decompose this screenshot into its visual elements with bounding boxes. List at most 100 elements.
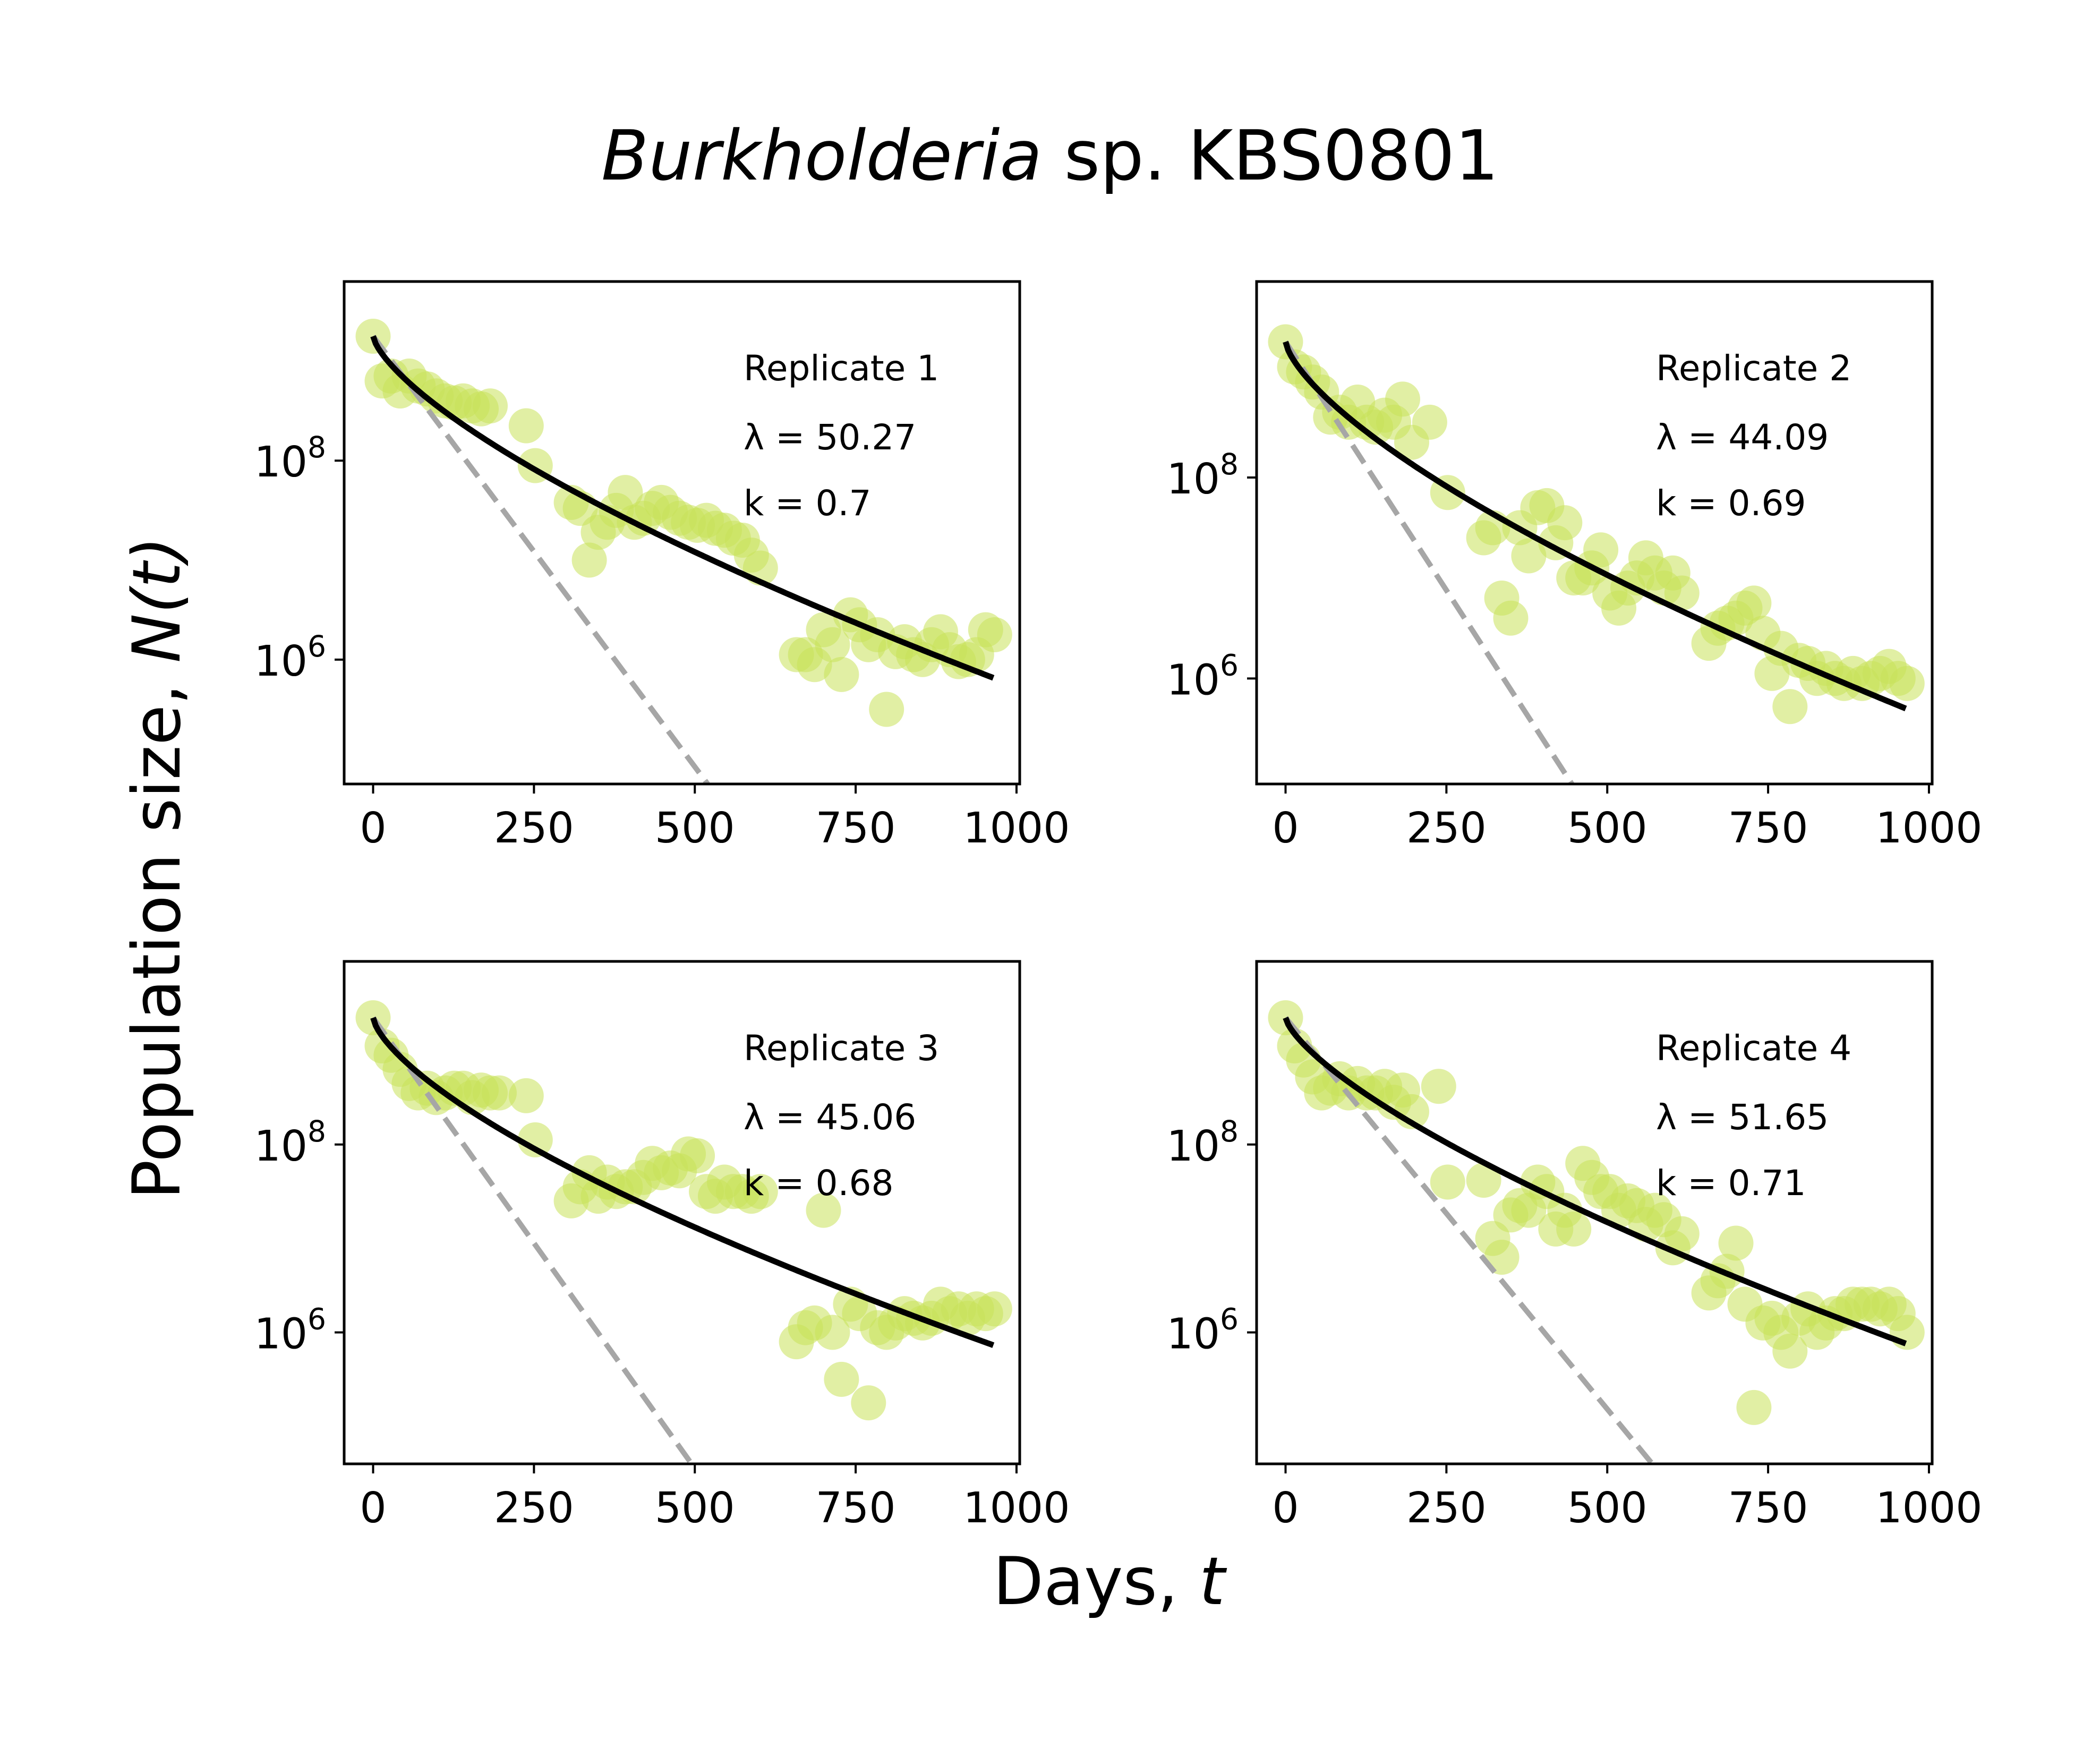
panel-2: 0 250 500 750 1000 106 108 Replicate 2 λ = 44.09… (1166, 280, 1982, 853)
x-tick-label: 250 (494, 1484, 574, 1532)
x-tick-label: 750 (1728, 804, 1808, 853)
data-point (977, 1291, 1012, 1327)
data-point (815, 627, 850, 662)
lambda-label: λ = 50.27 (744, 417, 916, 458)
y-tick-label: 106 (1166, 1302, 1239, 1358)
x-tick-label: 750 (1728, 1484, 1808, 1532)
y-axis-title-text: Population size, (119, 663, 195, 1199)
exponential-reference-line (1283, 340, 1574, 784)
x-tick-label: 0 (360, 804, 386, 853)
data-point (1736, 1390, 1772, 1425)
panel-1: 0 250 500 750 1000 106 108 Replicate 1 λ = 50.27… (254, 280, 1070, 853)
data-point (508, 408, 544, 444)
data-point (517, 1122, 553, 1157)
x-tick-label: 1000 (1875, 804, 1982, 853)
data-point (742, 1174, 778, 1209)
data-point (1421, 1069, 1456, 1104)
data-point (815, 1315, 850, 1350)
exponential-reference-line (1283, 1016, 1654, 1464)
panel-4: 0 250 500 750 1000 106 108 Replicate 4 λ = 51.65… (1166, 960, 1982, 1532)
data-point (1547, 505, 1583, 541)
data-point (824, 1361, 859, 1397)
plot-area (1268, 324, 1925, 784)
exponential-reference-line (371, 335, 710, 784)
lambda-label: λ = 51.65 (1656, 1097, 1829, 1138)
plot-area (355, 1000, 1012, 1464)
lambda-label: λ = 45.06 (744, 1097, 916, 1138)
figure-title-italic: Burkholderia (601, 115, 1042, 196)
data-point (1385, 381, 1420, 417)
x-tick-label: 0 (360, 1484, 386, 1532)
lambda-label: λ = 44.09 (1656, 417, 1829, 458)
data-point (1718, 1225, 1754, 1261)
x-tick-label: 250 (1406, 804, 1487, 853)
replicate-label: Replicate 1 (744, 348, 939, 389)
axes-frame (1255, 280, 1934, 786)
data-point (680, 1138, 715, 1173)
replicate-label: Replicate 3 (744, 1028, 939, 1069)
data-point (806, 1192, 841, 1228)
y-tick-label: 106 (254, 1302, 326, 1358)
x-tick-label: 500 (1567, 1484, 1647, 1532)
data-point (473, 388, 508, 424)
data-point (1511, 538, 1547, 574)
data-point (608, 475, 643, 510)
axes-frame (1255, 960, 1934, 1465)
y-axis-title-var: N(t) (119, 536, 195, 663)
data-point (571, 542, 607, 578)
y-tick-label: 108 (1166, 1114, 1239, 1171)
data-point (1772, 1333, 1808, 1369)
k-label: k = 0.71 (1656, 1163, 1806, 1204)
x-tick-label: 0 (1272, 804, 1299, 853)
x-tick-label: 0 (1272, 1484, 1299, 1532)
panel-3: 0 250 500 750 1000 106 108 Replicate 3 λ = 45.06… (254, 960, 1070, 1532)
y-tick-label: 106 (1166, 648, 1239, 704)
replicate-label: Replicate 4 (1656, 1028, 1851, 1069)
data-point (977, 617, 1012, 652)
x-tick-label: 750 (816, 804, 896, 853)
data-point (869, 692, 904, 727)
panels: 0 250 500 750 1000 106 108 Replicate 1 λ = 50.27… (254, 280, 1982, 1532)
y-axis-title: Population size, N(t) (119, 536, 195, 1199)
y-tick-label: 108 (1166, 447, 1239, 504)
x-tick-label: 1000 (1875, 1484, 1982, 1532)
x-axis-title-var: t (1199, 1544, 1227, 1620)
x-tick-label: 250 (494, 804, 574, 853)
plot-area (1268, 1000, 1925, 1464)
x-tick-label: 500 (655, 1484, 735, 1532)
y-tick-label: 108 (254, 1114, 326, 1171)
weibull-fit-line (1283, 1017, 1907, 1346)
y-tick-label: 106 (254, 629, 326, 686)
y-tick-label: 108 (254, 430, 326, 487)
data-point (1466, 1163, 1501, 1198)
data-point (1493, 600, 1529, 636)
data-point (1430, 1164, 1465, 1200)
k-label: k = 0.68 (744, 1163, 893, 1204)
x-axis-title: Days, t (993, 1544, 1227, 1620)
x-tick-label: 500 (1567, 804, 1647, 853)
figure-title: Burkholderia sp. KBS0801 (601, 115, 1499, 196)
x-tick-label: 500 (655, 804, 735, 853)
x-tick-label: 250 (1406, 1484, 1487, 1532)
data-point (851, 1385, 886, 1421)
data-point (1664, 575, 1700, 611)
x-tick-label: 1000 (963, 804, 1070, 853)
x-axis-title-text: Days, (993, 1544, 1199, 1620)
axes-frame (343, 960, 1021, 1465)
figure-title-rest: sp. KBS0801 (1042, 115, 1499, 196)
weibull-fit-line (1283, 340, 1907, 712)
k-label: k = 0.7 (744, 483, 871, 524)
axes-frame (343, 280, 1021, 786)
plot-area (355, 319, 1012, 784)
weibull-fit-line (370, 1017, 995, 1348)
data-point (482, 1075, 517, 1111)
data-point (1664, 1216, 1700, 1251)
replicate-label: Replicate 2 (1656, 348, 1851, 389)
x-tick-label: 750 (816, 1484, 896, 1532)
data-point (824, 657, 859, 692)
data-point (1556, 1211, 1592, 1247)
data-point (1889, 666, 1925, 701)
data-point (1772, 689, 1808, 724)
data-point (1889, 1315, 1925, 1350)
